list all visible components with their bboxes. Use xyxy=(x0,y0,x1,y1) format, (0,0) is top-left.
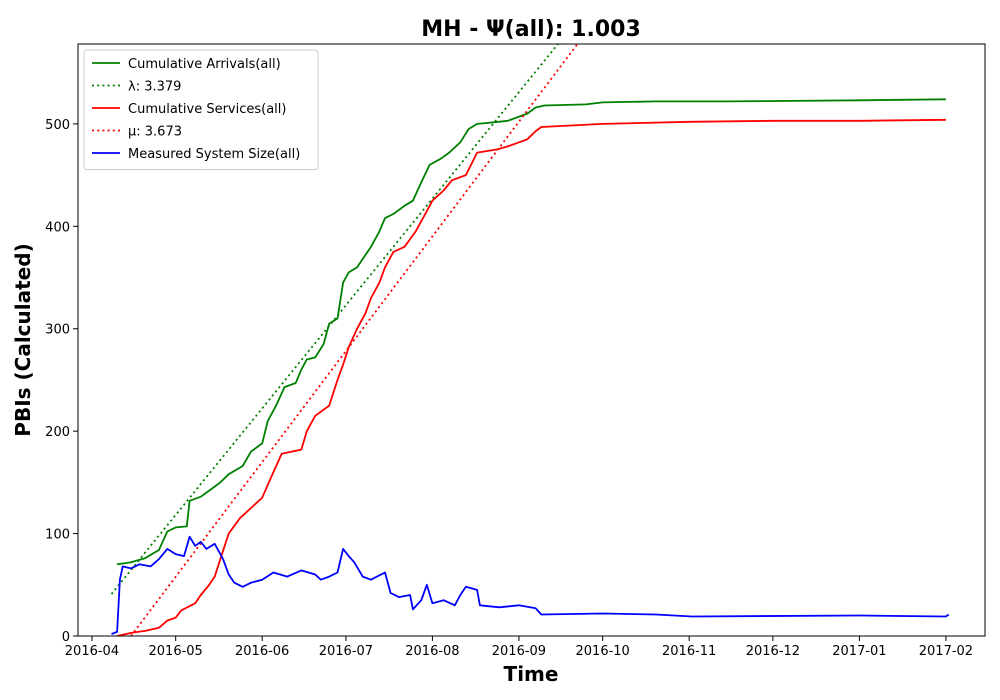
x-tick-label: 2016-06 xyxy=(235,644,289,659)
y-tick-label: 0 xyxy=(62,630,70,645)
x-tick-label: 2016-08 xyxy=(405,644,459,659)
x-tick-label: 2017-01 xyxy=(832,644,886,659)
legend-label: λ: 3.379 xyxy=(128,80,181,95)
x-tick-label: 2016-11 xyxy=(662,644,716,659)
y-tick-label: 500 xyxy=(45,118,70,133)
plot-frame xyxy=(77,43,986,637)
y-tick-label: 100 xyxy=(45,528,70,543)
legend-box xyxy=(83,49,319,170)
legend: Cumulative Arrivals(all) λ: 3.379 Cumulati… xyxy=(83,49,319,170)
y-axis: 0 100 200 300 400 500 xyxy=(45,118,78,645)
y-axis-label: PBIs (Calculated) xyxy=(11,243,35,436)
series-line-1 xyxy=(116,98,946,566)
series-line-5 xyxy=(111,535,950,635)
x-tick-label: 2017-02 xyxy=(919,644,973,659)
y-tick-label: 400 xyxy=(45,220,70,235)
legend-label: μ: 3.673 xyxy=(128,125,182,140)
y-tick-label: 200 xyxy=(45,425,70,440)
chart-title: MH - Ψ(all): 1.003 xyxy=(421,17,641,42)
series-line-2 xyxy=(110,44,559,595)
legend-label: Cumulative Services(all) xyxy=(128,102,286,117)
x-tick-label: 2016-04 xyxy=(65,644,119,659)
x-tick-label: 2016-10 xyxy=(576,644,630,659)
y-tick-label: 300 xyxy=(45,323,70,338)
x-tick-label: 2016-05 xyxy=(149,644,203,659)
x-tick-label: 2016-07 xyxy=(319,644,373,659)
series-line-3 xyxy=(116,118,946,636)
series-line-4 xyxy=(130,44,579,636)
x-tick-label: 2016-09 xyxy=(492,644,546,659)
legend-label: Cumulative Arrivals(all) xyxy=(128,57,281,72)
x-axis-label: Time xyxy=(504,662,559,686)
legend-label: Measured System Size(all) xyxy=(128,147,300,162)
plot-area xyxy=(77,43,986,637)
x-axis: 2016-04 2016-05 2016-06 2016-07 2016-08 2016-… xyxy=(65,636,973,659)
x-tick-label: 2016-12 xyxy=(746,644,800,659)
